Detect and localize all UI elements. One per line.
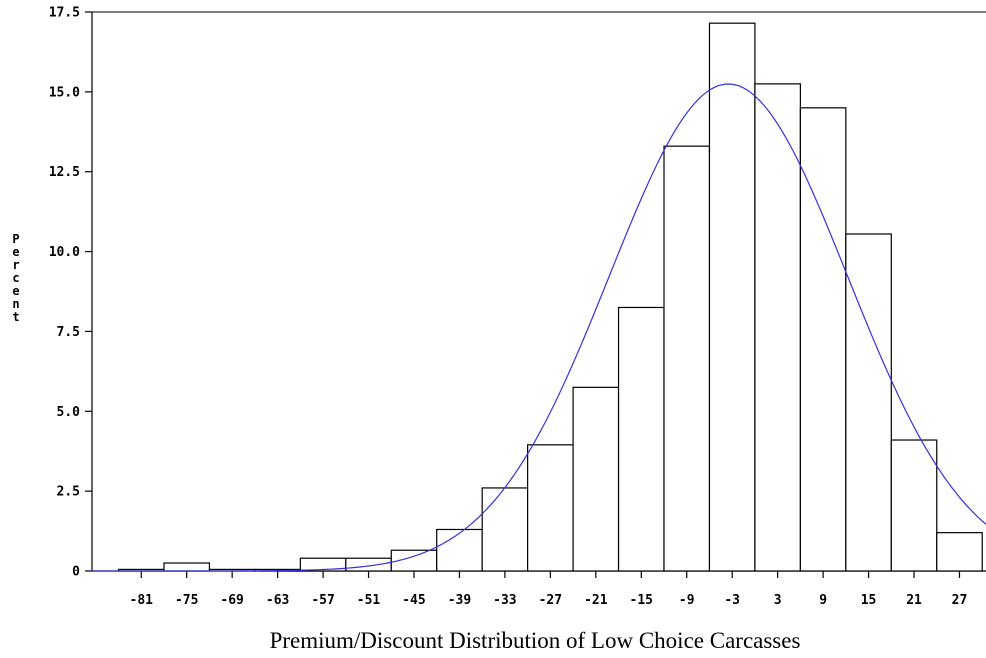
y-tick-label: 10.0: [49, 245, 80, 260]
x-tick-label: 3: [774, 593, 782, 608]
y-tick-label: 2.5: [57, 485, 80, 500]
bar--15: [617, 306, 665, 572]
bar--39: [436, 528, 483, 572]
x-tick-label: -39: [448, 593, 471, 608]
bar--33: [481, 487, 529, 572]
x-tick-label: -27: [539, 593, 562, 608]
x-tick-label: -57: [311, 593, 334, 608]
y-tick-label: 15.0: [49, 85, 80, 100]
x-tick-label: 15: [861, 593, 877, 608]
x-tick-label: -15: [630, 593, 653, 608]
x-tick-label: -69: [220, 593, 243, 608]
bar-27: [936, 532, 983, 572]
normal-curve: [92, 83, 986, 572]
x-tick-label: -33: [493, 593, 516, 608]
x-tick-labels: -81 -75 -69 -63 -57 -51 -45 -39 -33 -27 -21 -15 -9 -3…: [130, 593, 968, 608]
x-tick-label: -45: [402, 593, 425, 608]
bar--3: [708, 22, 756, 572]
x-tick-label: -51: [357, 593, 381, 608]
bar--27: [527, 444, 574, 572]
bar-9: [799, 107, 847, 572]
bar-15: [845, 233, 892, 572]
bar--21: [572, 386, 620, 572]
bar-3: [754, 83, 801, 572]
bar--75: [163, 562, 211, 572]
bars: [117, 22, 983, 572]
y-tick-label: 7.5: [57, 325, 80, 340]
y-tick-labels: 0 2.5 5.0 7.5 10.0 12.5 15.0 17.5: [49, 6, 80, 580]
bar--9: [663, 145, 711, 572]
x-tick-label: 9: [819, 593, 827, 608]
x-axis-label: Premium/Discount Distribution of Low Cho…: [270, 628, 801, 653]
x-tick-label: 27: [952, 593, 968, 608]
y-tick-label: 17.5: [49, 6, 80, 21]
x-tick-label: -3: [724, 593, 740, 608]
normal-curve-layer: [92, 83, 986, 572]
x-tick-label: -63: [266, 593, 289, 608]
x-tick-label: -81: [130, 593, 154, 608]
y-tick-label: 5.0: [57, 405, 81, 420]
x-tick-label: 21: [906, 593, 922, 608]
x-tick-label: -21: [584, 593, 608, 608]
x-tick-label: -9: [679, 593, 695, 608]
x-tick-label: -75: [175, 593, 198, 608]
bar--51: [345, 557, 392, 572]
bar-21: [890, 439, 938, 572]
y-tick-label: 12.5: [49, 165, 80, 180]
y-tick-label: 0: [72, 565, 80, 580]
